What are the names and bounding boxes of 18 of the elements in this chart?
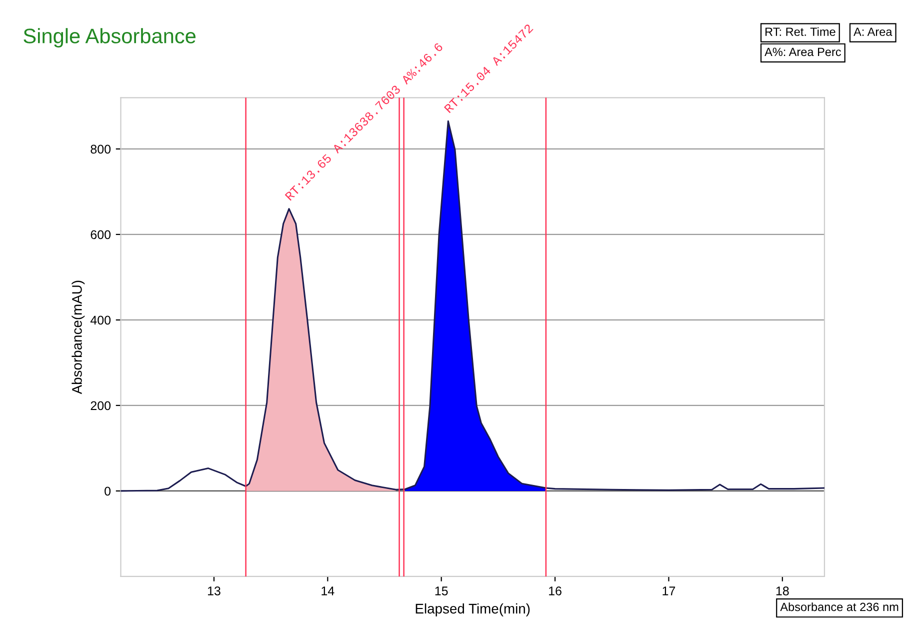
y-tick-label: 600 [90, 230, 111, 240]
x-axis-title: Elapsed Time(min) [416, 603, 530, 616]
y-tick-label: 200 [90, 401, 111, 410]
x-tick-label: 14 [322, 586, 334, 596]
x-tick-label: 15 [435, 586, 448, 596]
x-tick-label: 16 [549, 586, 562, 596]
x-tick-label: 17 [662, 586, 676, 596]
text: Absorbance at 236 nm [780, 602, 898, 612]
y-tick-label: 800 [90, 144, 111, 154]
text: RT: Ret. Time [766, 27, 836, 36]
y-tick-label: 400 [90, 316, 111, 325]
x-tick-label: 18 [776, 586, 789, 596]
text: A%: Area Perc [764, 48, 841, 56]
y-axis-title: Absorbance(mAU) [72, 280, 85, 394]
y-tick-label: 0 [104, 486, 111, 496]
x-tick-label: 13 [208, 586, 220, 596]
text: A: Area [854, 28, 892, 36]
chart-title: Single Absorbance [24, 28, 196, 48]
